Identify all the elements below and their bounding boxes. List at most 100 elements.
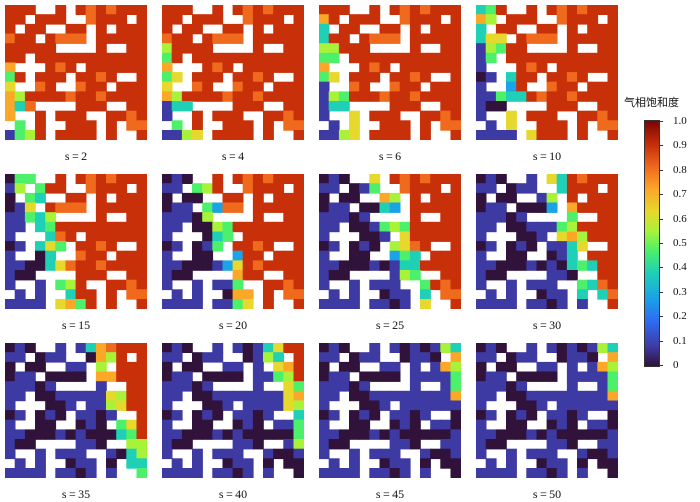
saturation-cell <box>136 241 147 252</box>
saturation-cell <box>485 343 497 353</box>
saturation-cell <box>263 371 274 382</box>
saturation-cell <box>440 202 452 213</box>
saturation-cell <box>95 174 107 184</box>
saturation-cell <box>293 458 304 469</box>
saturation-cell <box>359 400 371 411</box>
saturation-cell <box>212 183 224 194</box>
saturation-cell <box>273 400 285 411</box>
saturation-cell <box>450 221 461 233</box>
saturation-cell <box>116 260 128 271</box>
saturation-cell <box>379 361 391 373</box>
saturation-cell <box>222 299 234 309</box>
saturation-cell <box>587 62 599 73</box>
saturation-cell <box>283 91 295 102</box>
saturation-cell <box>95 14 107 25</box>
saturation-cell <box>232 52 244 64</box>
saturation-cell <box>485 5 497 15</box>
saturation-cell <box>55 371 67 382</box>
panel-caption: s = 4 <box>158 149 308 164</box>
saturation-cell <box>202 202 214 213</box>
saturation-cell <box>359 352 371 363</box>
saturation-cell <box>389 202 401 213</box>
saturation-cell <box>399 183 411 194</box>
panel-caption: s = 20 <box>158 318 308 333</box>
saturation-cell <box>556 174 568 184</box>
saturation-cell <box>430 343 442 353</box>
saturation-cell <box>232 202 244 213</box>
saturation-cell <box>476 33 487 44</box>
saturation-cell <box>162 5 173 15</box>
saturation-cell <box>328 212 340 223</box>
saturation-cell <box>399 260 411 271</box>
saturation-cell <box>293 299 304 309</box>
saturation-cell <box>126 120 138 131</box>
saturation-cell <box>116 183 128 194</box>
saturation-cell <box>526 468 538 478</box>
saturation-cell <box>212 279 224 291</box>
saturation-cell <box>192 212 203 223</box>
saturation-cell <box>192 250 203 262</box>
saturation-cell <box>14 352 26 363</box>
saturation-cell <box>212 52 224 64</box>
saturation-cell <box>566 183 578 194</box>
saturation-cell <box>45 231 57 242</box>
saturation-cell <box>24 343 36 353</box>
saturation-cell <box>607 429 618 440</box>
saturation-cell <box>516 400 528 411</box>
saturation-cell <box>526 5 538 15</box>
saturation-cell <box>162 299 173 309</box>
saturation-cell <box>506 289 517 300</box>
saturation-cell <box>587 371 599 382</box>
saturation-cell <box>607 130 618 140</box>
saturation-cell <box>597 101 609 112</box>
saturation-cell <box>420 202 431 213</box>
saturation-cell <box>222 192 234 204</box>
saturation-cell <box>369 390 381 402</box>
saturation-cell <box>293 400 304 411</box>
saturation-cell <box>14 381 26 392</box>
saturation-cell <box>389 130 401 140</box>
saturation-cell <box>359 202 371 213</box>
saturation-cell <box>338 343 350 353</box>
saturation-cell <box>273 192 285 204</box>
saturation-cell <box>35 299 46 309</box>
saturation-cell <box>283 448 295 460</box>
saturation-cell <box>577 299 588 309</box>
saturation-cell <box>242 390 254 402</box>
saturation-cell <box>597 192 609 204</box>
saturation-cell <box>45 400 57 411</box>
saturation-cell <box>485 241 497 252</box>
saturation-cell <box>607 458 618 469</box>
saturation-cell <box>440 110 452 122</box>
saturation-cell <box>379 400 391 411</box>
saturation-cell <box>35 23 46 35</box>
saturation-cell <box>106 448 117 460</box>
saturation-cell <box>420 91 431 102</box>
saturation-cell <box>420 174 431 184</box>
saturation-cell <box>319 231 330 242</box>
saturation-cell <box>162 43 173 54</box>
saturation-cell <box>85 429 97 440</box>
saturation-cell <box>485 260 497 271</box>
saturation-cell <box>293 14 304 25</box>
saturation-panel <box>5 343 147 478</box>
saturation-cell <box>162 62 173 73</box>
saturation-cell <box>476 260 487 271</box>
colorbar-tick-label: 0.6 <box>673 212 687 225</box>
saturation-cell <box>106 183 117 194</box>
saturation-cell <box>338 33 350 44</box>
panel-caption-text: s = 30 <box>532 318 562 332</box>
saturation-cell <box>409 361 421 373</box>
saturation-cell <box>409 183 421 194</box>
saturation-cell <box>420 448 431 460</box>
saturation-cell <box>566 33 578 44</box>
saturation-cell <box>273 361 285 373</box>
saturation-cell <box>597 361 609 373</box>
saturation-cell <box>546 81 558 93</box>
saturation-cell <box>349 250 360 262</box>
saturation-cell <box>126 62 138 73</box>
saturation-cell <box>566 343 578 353</box>
saturation-cell <box>379 120 391 131</box>
saturation-cell <box>263 241 274 252</box>
saturation-cell <box>24 212 36 223</box>
